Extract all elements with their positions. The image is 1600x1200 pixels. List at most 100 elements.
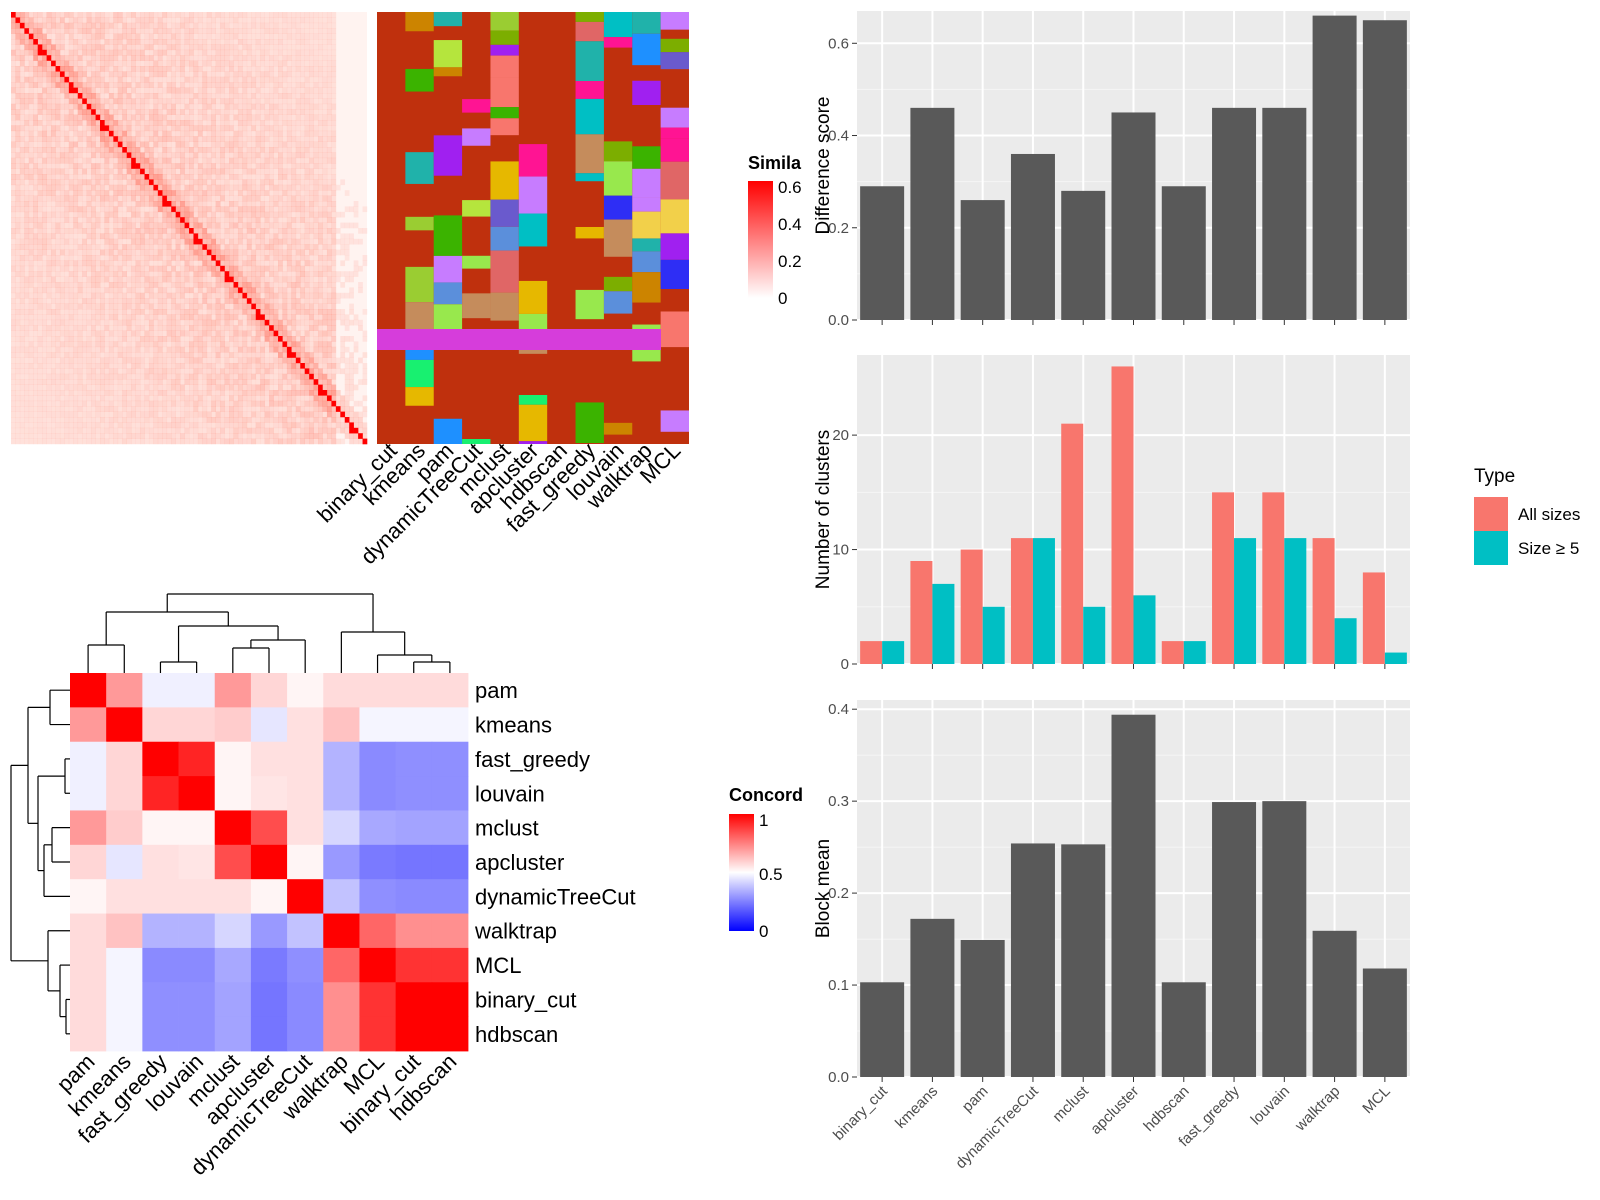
heatmap-cell — [37, 233, 43, 240]
heatmap-cell — [175, 71, 181, 78]
heatmap-cell — [135, 87, 141, 94]
heatmap-cell — [224, 233, 230, 240]
heatmap-cell — [331, 303, 337, 310]
heatmap-cell — [157, 292, 163, 299]
heatmap-cell — [68, 136, 74, 142]
heatmap-cell — [117, 222, 123, 229]
heatmap-cell — [322, 271, 328, 277]
heatmap-cell — [51, 303, 56, 310]
heatmap-cell — [64, 233, 70, 240]
heatmap-cell — [211, 195, 216, 202]
heatmap-cell — [286, 66, 292, 72]
heatmap-cell — [24, 265, 30, 272]
heatmap-cell — [326, 93, 332, 99]
heatmap-cell — [331, 22, 337, 29]
heatmap-cell — [162, 103, 168, 110]
heatmap-cell — [193, 346, 199, 353]
heatmap-cell — [184, 87, 190, 94]
heatmap-cell — [64, 39, 70, 45]
heatmap-cell — [273, 98, 279, 105]
heatmap-cell — [286, 130, 292, 137]
heatmap-cell — [255, 195, 261, 202]
heatmap-cell — [144, 174, 150, 180]
heatmap-cell — [286, 179, 292, 186]
heatmap-cell — [55, 244, 61, 250]
heatmap-cell — [42, 60, 47, 67]
heatmap-cell — [309, 12, 314, 18]
heatmap-cell — [193, 265, 199, 272]
heatmap-cell — [318, 201, 323, 207]
heatmap-cell — [206, 222, 212, 229]
heatmap-cell — [318, 314, 323, 321]
heatmap-cell — [104, 265, 110, 272]
heatmap-cell — [37, 314, 43, 321]
heatmap-cell — [104, 71, 110, 78]
heatmap-cell — [33, 114, 38, 121]
heatmap-cell — [148, 120, 154, 126]
heatmap-cell — [318, 55, 323, 61]
heatmap-cell — [175, 157, 181, 164]
heatmap-cell — [68, 298, 74, 304]
heatmap-cell — [340, 292, 346, 299]
heatmap-cell — [42, 44, 47, 51]
heatmap-cell — [33, 249, 38, 256]
heatmap-cell — [100, 136, 105, 142]
heatmap-cell — [108, 287, 114, 294]
heatmap-cell — [82, 49, 87, 56]
heatmap-cell — [206, 109, 212, 115]
heatmap-cell — [37, 130, 43, 137]
heatmap-cell — [251, 276, 257, 283]
heatmap-cell — [82, 71, 87, 78]
heatmap-cell — [144, 109, 150, 115]
heatmap-cell — [140, 238, 145, 245]
heatmap-cell — [59, 152, 65, 159]
heatmap-cell — [278, 152, 283, 159]
heatmap-cell — [100, 87, 105, 94]
heatmap-cell — [220, 195, 225, 202]
heatmap-cell — [59, 282, 65, 288]
heatmap-cell — [153, 265, 159, 272]
heatmap-cell — [273, 228, 279, 234]
heatmap-cell — [278, 336, 283, 342]
heatmap-cell — [304, 238, 310, 245]
heatmap-cell — [300, 201, 305, 207]
heatmap-cell — [318, 260, 323, 267]
heatmap-cell — [122, 71, 127, 78]
heatmap-cell — [166, 352, 172, 358]
heatmap-cell — [175, 222, 181, 229]
heatmap-cell — [295, 233, 301, 240]
heatmap-cell — [162, 141, 168, 148]
heatmap-cell — [113, 76, 119, 83]
heatmap-cell — [46, 201, 52, 207]
heatmap-cell — [77, 276, 83, 283]
heatmap-cell — [291, 276, 297, 283]
heatmap-cell — [51, 233, 56, 240]
heatmap-cell — [73, 228, 79, 234]
heatmap-cell — [148, 109, 154, 115]
heatmap-cell — [46, 255, 52, 261]
heatmap-cell — [318, 103, 323, 110]
heatmap-cell — [100, 125, 105, 132]
heatmap-cell — [206, 368, 212, 375]
heatmap-cell — [37, 87, 43, 94]
heatmap-cell — [24, 109, 30, 115]
heatmap-cell — [153, 168, 159, 175]
heatmap-cell — [28, 201, 34, 207]
heatmap-cell — [304, 147, 310, 153]
heatmap-cell — [117, 22, 123, 29]
heatmap-cell — [273, 206, 279, 213]
heatmap-cell — [260, 136, 265, 142]
heatmap-cell — [326, 114, 332, 121]
heatmap-cell — [28, 82, 34, 88]
heatmap-cell — [11, 206, 16, 213]
heatmap-cell — [193, 152, 199, 159]
heatmap-cell — [193, 125, 199, 132]
heatmap-cell — [95, 141, 101, 148]
heatmap-cell — [42, 271, 47, 277]
heatmap-cell — [15, 352, 21, 358]
heatmap-cell — [104, 184, 110, 191]
heatmap-cell — [237, 346, 243, 353]
heatmap-cell — [126, 17, 132, 24]
heatmap-cell — [193, 87, 199, 94]
heatmap-cell — [326, 260, 332, 267]
